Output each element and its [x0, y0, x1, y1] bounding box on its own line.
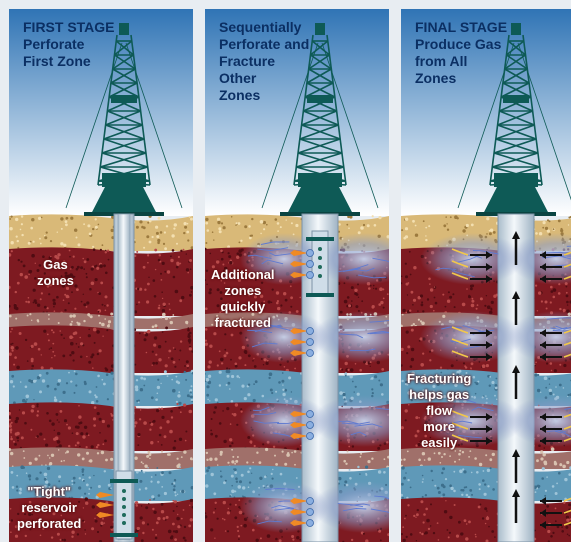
- label-tight-reservoir: "Tight" reservoir perforated: [17, 484, 82, 531]
- panel-first-stage: FIRST STAGE Perforate First Zone Gas zon…: [9, 9, 193, 542]
- panel-title: Sequentially Perforate and Fracture Othe…: [219, 19, 310, 103]
- upward-flow-arrow-head: [512, 449, 520, 457]
- upward-flow-arrow-head: [512, 365, 520, 373]
- rig-crown: [119, 23, 129, 35]
- tool-ports: [122, 489, 126, 525]
- fracture-zone: [240, 233, 328, 285]
- rig-base: [286, 185, 354, 216]
- perforation-marks: [290, 497, 314, 527]
- rig-crown: [315, 23, 325, 35]
- fracture-zone: [508, 233, 571, 285]
- packer-plug: [306, 293, 334, 297]
- panel-title: FINAL STAGE Produce Gas from All Zones: [415, 19, 508, 86]
- packer-plug: [110, 479, 138, 483]
- gas-flow-arrows: [540, 497, 571, 529]
- inner-tubing: [117, 213, 131, 541]
- rig-platform-upper: [307, 95, 333, 103]
- tool-ports: [318, 247, 322, 278]
- perforation-marks: [96, 492, 114, 518]
- label-additional-zones: Additional zones quickly fractured: [211, 267, 275, 330]
- gas-flow-arrows: [540, 329, 571, 361]
- panel-title: FIRST STAGE Perforate First Zone: [23, 19, 115, 69]
- gas-flow-arrows: [540, 413, 571, 445]
- rig-platform-upper: [503, 95, 529, 103]
- fracture-zone: [240, 395, 328, 447]
- fracture-zone: [420, 233, 524, 285]
- gas-flow-arrows: [451, 326, 492, 361]
- fracture-zone: [240, 311, 328, 363]
- panel-illustration: [9, 9, 193, 542]
- rock-strata: [9, 214, 193, 542]
- fracture-zone: [312, 481, 389, 533]
- rig-floor: [102, 173, 146, 187]
- fracture-zone: [240, 481, 328, 533]
- rig-crown: [511, 23, 521, 35]
- panel-illustration: [205, 9, 389, 542]
- gas-flow-arrows: [451, 410, 492, 445]
- rig-floor: [494, 173, 538, 187]
- gas-flow-arrows: [540, 251, 571, 283]
- perforation-marks: [290, 327, 314, 357]
- fracture-zone: [508, 311, 571, 363]
- fracture-zone: [312, 311, 389, 363]
- upward-flow-arrow-head: [512, 489, 520, 497]
- label-fracturing-helps: Fracturing helps gas flow more easily: [407, 371, 472, 450]
- perforation-marks: [290, 249, 314, 279]
- perforation-marks: [290, 410, 314, 440]
- sky: [401, 9, 571, 216]
- packer-plug: [110, 533, 138, 537]
- fracture-zone: [312, 233, 389, 285]
- rig-platform-upper: [111, 95, 137, 103]
- fracture-zone: [420, 311, 524, 363]
- panel-fracture-other-zones: Sequentially Perforate and Fracture Othe…: [205, 9, 389, 542]
- rig-base: [482, 185, 550, 216]
- fracture-zone: [312, 395, 389, 447]
- gas-flow-arrows: [451, 248, 492, 283]
- packer-plug: [306, 237, 334, 241]
- guy-wires: [261, 42, 379, 209]
- guy-wires: [65, 42, 183, 209]
- upward-flow-arrow-head: [512, 291, 520, 299]
- guy-wires: [457, 42, 571, 209]
- rig-floor: [298, 173, 342, 187]
- label-gas-zones: Gas zones: [37, 257, 74, 288]
- upward-flow-arrow-head: [512, 231, 520, 239]
- fracture-zone: [508, 395, 571, 447]
- panel-final-stage: FINAL STAGE Produce Gas from All Zones F…: [401, 9, 571, 542]
- rig-base: [90, 185, 158, 216]
- panel-illustration: [401, 9, 571, 542]
- fracture-zone: [420, 395, 524, 447]
